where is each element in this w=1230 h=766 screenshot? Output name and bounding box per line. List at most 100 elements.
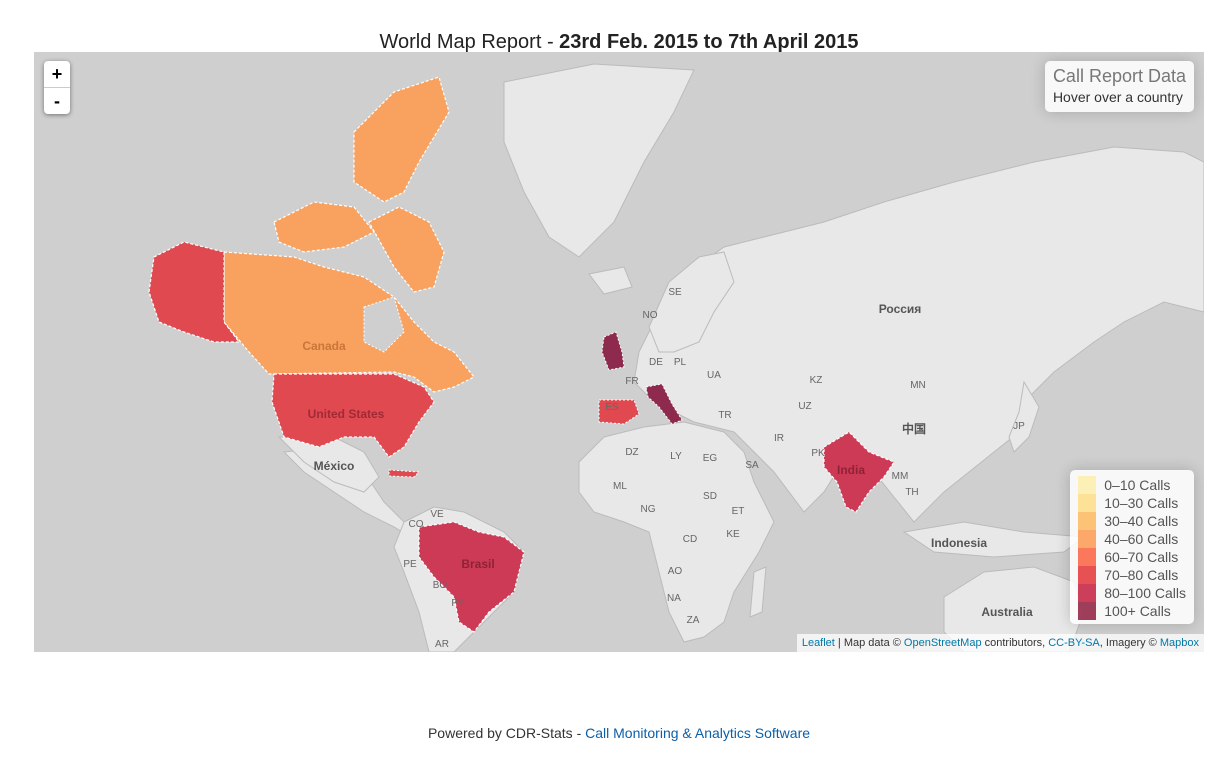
- country-spain[interactable]: [598, 399, 640, 425]
- country-alaska[interactable]: [148, 241, 241, 343]
- title-prefix: World Map Report -: [379, 31, 560, 53]
- label-mm: MM: [892, 471, 909, 482]
- label-dz: DZ: [625, 447, 638, 458]
- label-ao: AO: [668, 566, 683, 577]
- label-sa: SA: [745, 460, 759, 471]
- country-india[interactable]: [823, 431, 895, 513]
- country-japan[interactable]: [1008, 380, 1040, 453]
- label-jp: JP: [1013, 421, 1025, 432]
- label-za: ZA: [687, 615, 700, 626]
- canada-arctic-islands-2[interactable]: [273, 201, 375, 253]
- landmass-eurasia: [633, 146, 1204, 523]
- label-kz: KZ: [810, 375, 823, 386]
- country-canada[interactable]: [223, 251, 475, 393]
- label-de: DE: [649, 357, 663, 368]
- hudson-bay: [363, 296, 405, 353]
- world-map[interactable]: Canada United States México Brasil India…: [34, 52, 1204, 652]
- country-united-states[interactable]: [271, 373, 435, 458]
- label-na: NA: [667, 593, 681, 604]
- legend-item: 100+ Calls: [1078, 602, 1186, 620]
- zoom-in-button[interactable]: +: [44, 61, 70, 88]
- label-russia: Россия: [879, 302, 922, 316]
- title-date-range: 23rd Feb. 2015 to 7th April 2015: [559, 31, 859, 53]
- legend-label: 0–10 Calls: [1104, 477, 1171, 493]
- label-th: TH: [905, 487, 918, 498]
- footer-link[interactable]: Call Monitoring & Analytics Software: [585, 725, 811, 741]
- label-no: NO: [643, 310, 658, 321]
- legend-swatch: [1078, 566, 1097, 584]
- label-ua: UA: [707, 370, 721, 381]
- country-brasil[interactable]: [418, 521, 525, 633]
- footer-prefix: Powered by CDR-Stats -: [427, 725, 586, 741]
- legend-label: 100+ Calls: [1104, 603, 1171, 619]
- zoom-out-button[interactable]: -: [54, 91, 60, 111]
- legend-item: 80–100 Calls: [1078, 584, 1186, 602]
- label-et: ET: [732, 506, 745, 517]
- license-link[interactable]: CC-BY-SA: [1048, 637, 1100, 649]
- zoom-control: + -: [44, 61, 70, 114]
- label-sd: SD: [703, 491, 717, 502]
- canada-baffin[interactable]: [368, 206, 445, 293]
- legend-item: 60–70 Calls: [1078, 548, 1186, 566]
- legend-swatch: [1078, 530, 1097, 548]
- leaflet-link[interactable]: Leaflet: [801, 637, 835, 649]
- label-mn: MN: [910, 380, 926, 391]
- footer: Powered by CDR-Stats - Call Monitoring &…: [0, 725, 1230, 741]
- legend-label: 10–30 Calls: [1104, 495, 1179, 511]
- country-italy[interactable]: [645, 383, 683, 425]
- country-iceland[interactable]: [588, 266, 633, 295]
- label-uz: UZ: [798, 401, 811, 412]
- label-co: CO: [409, 519, 424, 530]
- legend-swatch: [1078, 584, 1097, 602]
- country-greenland[interactable]: [503, 63, 695, 258]
- legend-label: 80–100 Calls: [1104, 585, 1186, 601]
- label-ml: ML: [613, 481, 627, 492]
- legend-swatch: [1078, 512, 1097, 530]
- label-indonesia: Indonesia: [931, 536, 987, 550]
- legend-label: 60–70 Calls: [1104, 549, 1179, 565]
- legend-swatch: [1078, 494, 1097, 512]
- label-ve: VE: [430, 509, 444, 520]
- label-pe: PE: [403, 559, 417, 570]
- info-panel: Call Report Data Hover over a country: [1044, 61, 1194, 112]
- label-india: India: [837, 463, 865, 477]
- map-canvas[interactable]: Canada United States México Brasil India…: [34, 52, 1204, 652]
- info-heading: Call Report Data: [1052, 66, 1186, 86]
- legend-item: 10–30 Calls: [1078, 494, 1186, 512]
- info-subtitle: Hover over a country: [1052, 89, 1183, 105]
- map-attribution: Leaflet | Map data © OpenStreetMap contr…: [796, 634, 1204, 652]
- label-fr: FR: [625, 376, 638, 387]
- label-pl: PL: [674, 357, 687, 368]
- canada-arctic-islands[interactable]: [353, 76, 450, 203]
- mapbox-link[interactable]: Mapbox: [1159, 637, 1199, 649]
- legend: 0–10 Calls 10–30 Calls 30–40 Calls 40–60…: [1070, 470, 1194, 624]
- label-se: SE: [668, 287, 682, 298]
- label-es: ES: [605, 402, 619, 413]
- legend-swatch: [1078, 602, 1097, 620]
- label-canada: Canada: [302, 339, 346, 353]
- legend-label: 70–80 Calls: [1104, 567, 1179, 583]
- country-united-kingdom[interactable]: [601, 331, 625, 371]
- landmass-scandinavia: [648, 251, 735, 353]
- country-cuba[interactable]: [388, 469, 421, 478]
- legend-swatch: [1078, 548, 1097, 566]
- legend-swatch: [1078, 476, 1097, 494]
- label-cd: CD: [683, 534, 697, 545]
- country-madagascar[interactable]: [749, 566, 767, 618]
- label-mexico: México: [314, 459, 355, 473]
- country-mexico[interactable]: [277, 436, 380, 493]
- label-tr: TR: [718, 410, 731, 421]
- attribution-text-1: | Map data ©: [834, 637, 904, 649]
- page-title: World Map Report - 23rd Feb. 2015 to 7th…: [0, 31, 1230, 54]
- label-usa: United States: [308, 407, 385, 421]
- landmass-africa: [578, 421, 775, 643]
- label-ir: IR: [774, 433, 784, 444]
- legend-label: 40–60 Calls: [1104, 531, 1179, 547]
- label-china: 中国: [902, 421, 926, 436]
- label-brasil: Brasil: [461, 557, 494, 571]
- legend-item: 70–80 Calls: [1078, 566, 1186, 584]
- attribution-text-2: contributors,: [981, 637, 1049, 649]
- openstreetmap-link[interactable]: OpenStreetMap: [903, 637, 982, 649]
- legend-label: 30–40 Calls: [1104, 513, 1179, 529]
- label-eg: EG: [703, 453, 718, 464]
